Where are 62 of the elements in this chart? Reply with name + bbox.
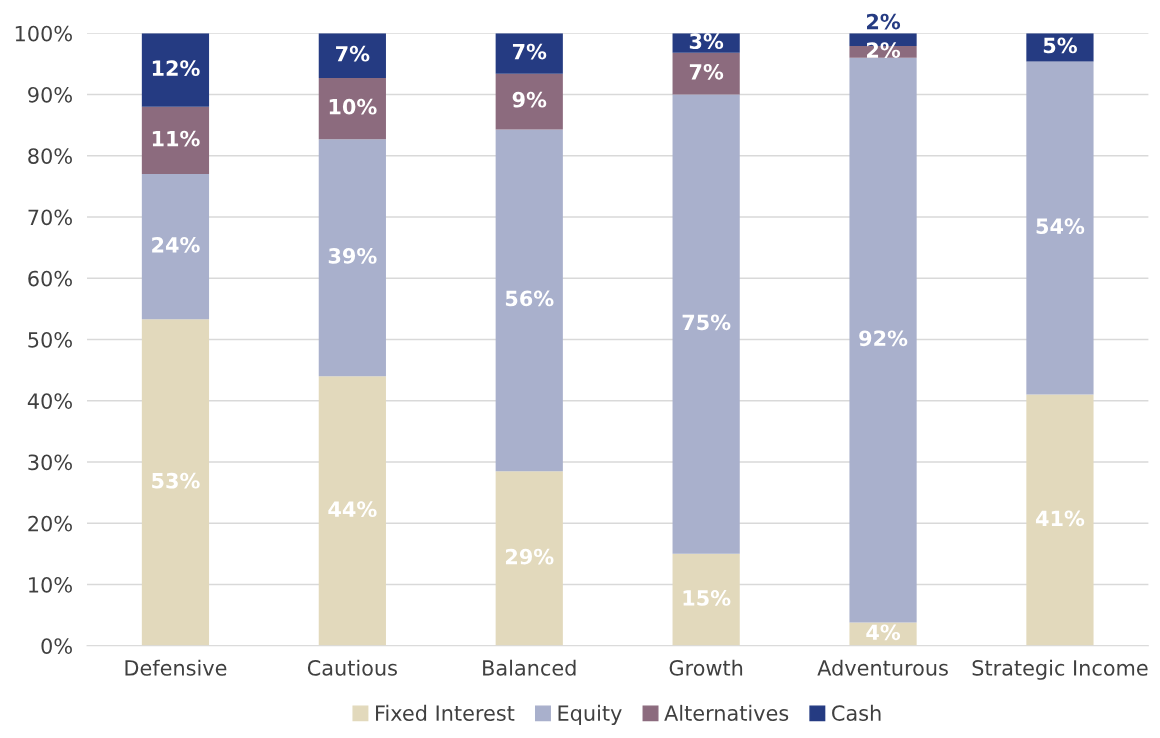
data-label: 54% [1036, 218, 1085, 235]
data-label: 92% [859, 330, 908, 347]
data-label: 3% [689, 33, 724, 50]
legend-label: Equity [558, 704, 622, 726]
x-tick-label: Adventurous [817, 659, 948, 676]
bar [1026, 61, 1094, 395]
data-label: 9% [512, 91, 547, 108]
y-tick-label: 80% [28, 148, 72, 164]
bar [672, 94, 740, 554]
y-tick-label: 40% [27, 393, 72, 409]
y-tick-label: 100% [15, 25, 72, 42]
data-label: 39% [328, 247, 377, 264]
x-tick-label: Strategic Income [972, 659, 1148, 680]
legend-label: Fixed Interest [376, 704, 515, 721]
bar [318, 33, 386, 78]
bar [141, 106, 210, 175]
bar [672, 553, 740, 646]
data-label: 4% [866, 624, 901, 641]
data-label: 29% [505, 548, 554, 565]
bar [672, 52, 740, 95]
bar [141, 319, 210, 646]
data-label: 15% [683, 590, 731, 606]
y-tick-label: 50% [28, 331, 72, 348]
data-label: 7% [512, 43, 547, 60]
data-label: 7% [336, 45, 370, 62]
bar [495, 129, 563, 472]
bar [495, 471, 563, 646]
y-tick-label: 0% [41, 638, 72, 654]
data-label: 10% [329, 98, 377, 115]
bar [318, 139, 386, 377]
legend-label: Cash [832, 704, 881, 721]
legend-label: Alternatives [664, 704, 789, 721]
y-tick-label: 10% [29, 576, 72, 593]
data-label: 5% [1043, 37, 1077, 54]
x-tick-label: Balanced [483, 659, 576, 676]
x-tick-label: Defensive [125, 659, 227, 676]
bar [1026, 394, 1094, 646]
bar [495, 73, 563, 130]
bar [495, 33, 563, 74]
bar [318, 77, 386, 140]
x-tick-label: Cautious [307, 659, 397, 676]
bar [141, 174, 210, 320]
bar [849, 57, 917, 623]
data-label: 11% [152, 130, 200, 147]
y-tick-label: 30% [28, 454, 72, 471]
data-label: 53% [152, 472, 200, 489]
y-tick-label: 20% [28, 515, 72, 532]
data-label: 41% [1035, 510, 1085, 527]
data-label: 2% [867, 13, 901, 30]
data-label: 12% [152, 60, 200, 77]
data-label: 7% [689, 63, 724, 80]
data-label: 2% [867, 42, 901, 58]
data-label: 24% [152, 236, 200, 253]
x-tick-label: Growth [669, 659, 743, 676]
y-tick-label: 60% [28, 270, 72, 287]
data-label: 56% [505, 290, 554, 307]
bar [318, 376, 386, 646]
y-tick-label: 70% [28, 209, 72, 226]
y-tick-label: 90% [28, 86, 72, 103]
data-label: 44% [328, 501, 377, 518]
bar [141, 33, 210, 107]
data-label: 75% [682, 314, 731, 331]
